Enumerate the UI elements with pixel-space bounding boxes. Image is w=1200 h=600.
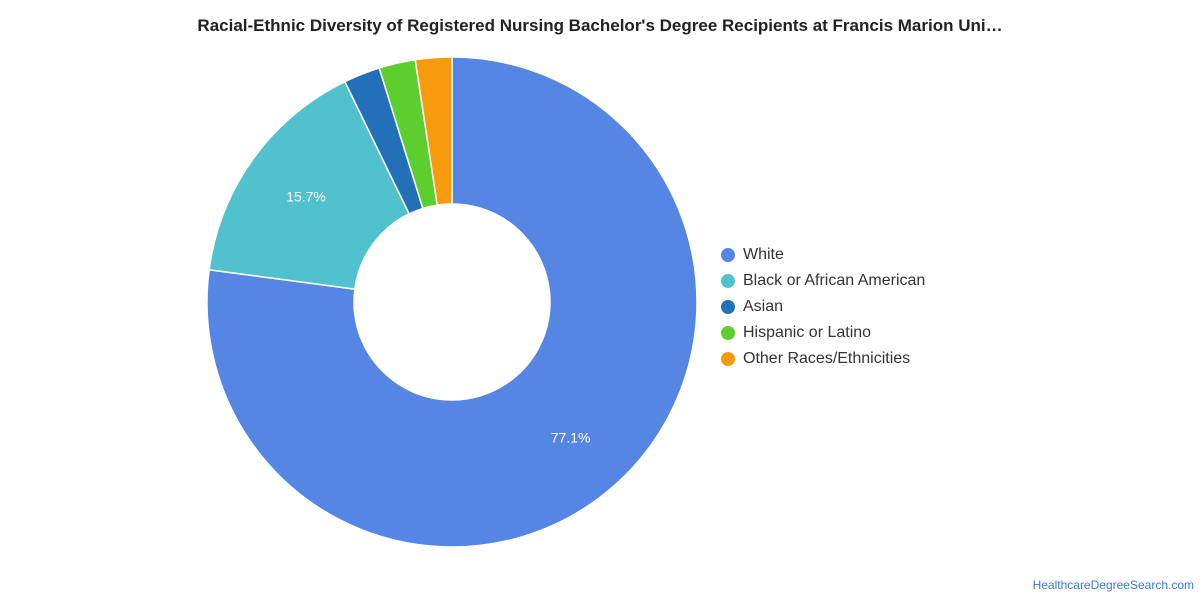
legend-label: Black or African American <box>743 272 926 289</box>
legend-item[interactable]: Other Races/Ethnicities <box>721 346 925 372</box>
legend-swatch <box>721 274 735 288</box>
legend-item[interactable]: Black or African American <box>721 268 925 294</box>
donut-slices <box>206 56 698 548</box>
legend-label: Asian <box>743 298 784 315</box>
data-label-black-or-african-american: 15.7% <box>286 189 326 205</box>
chart-legend: White Black or African American Asian Hispa… <box>721 242 925 372</box>
slice-other-races-ethnicities[interactable] <box>414 56 453 206</box>
legend-swatch <box>721 326 735 340</box>
data-label-white: 77.1% <box>551 429 591 445</box>
source-link[interactable]: HealthcareDegreeSearch.com <box>1032 578 1194 592</box>
legend-swatch <box>721 300 735 314</box>
legend-label: White <box>743 246 784 263</box>
slice-white[interactable] <box>206 56 698 548</box>
legend-item[interactable]: Hispanic or Latino <box>721 320 925 346</box>
slice-black-or-african-american[interactable] <box>208 80 411 290</box>
legend-item[interactable]: Asian <box>721 294 925 320</box>
legend-label: Hispanic or Latino <box>743 324 872 341</box>
chart-title: Racial-Ethnic Diversity of Registered Nu… <box>197 16 1003 35</box>
legend-label: Other Races/Ethnicities <box>743 350 911 367</box>
donut-data-labels: 77.1% 15.7% <box>286 189 590 446</box>
legend-item[interactable]: White <box>721 242 925 268</box>
legend-swatch <box>721 248 735 262</box>
legend-swatch <box>721 352 735 366</box>
